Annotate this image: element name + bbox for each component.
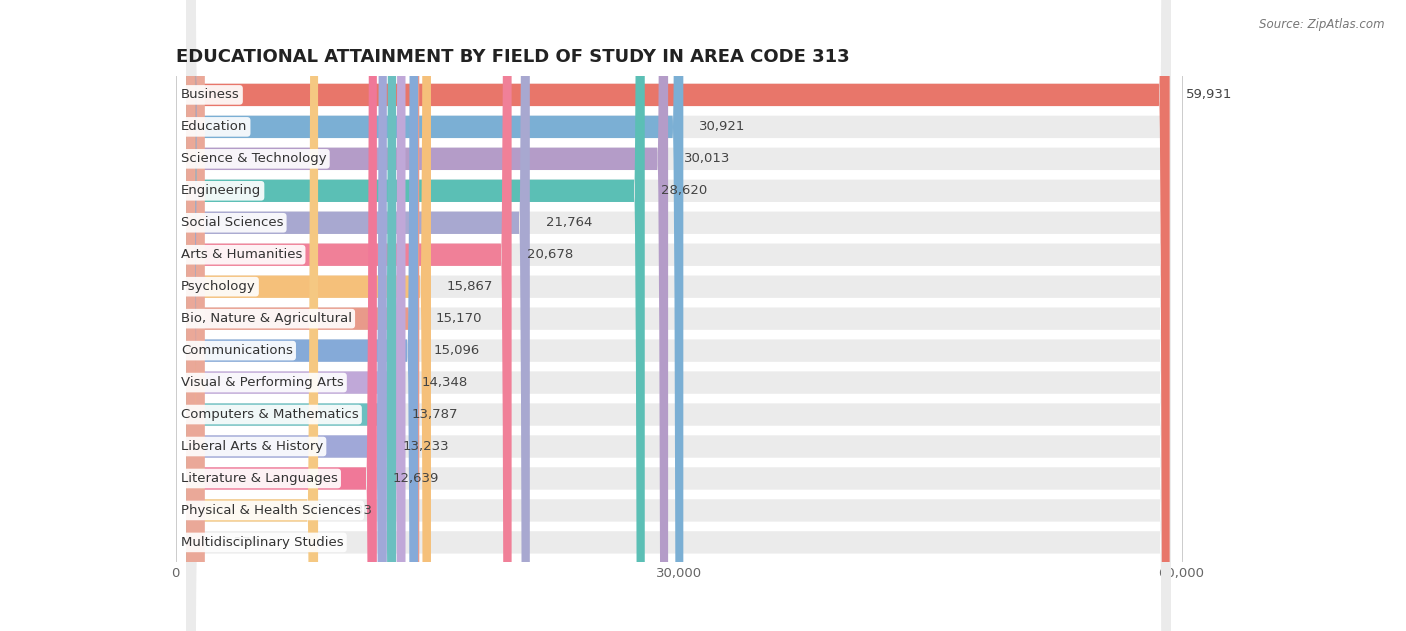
FancyBboxPatch shape [187, 0, 1171, 631]
FancyBboxPatch shape [187, 0, 645, 631]
FancyBboxPatch shape [187, 0, 396, 631]
FancyBboxPatch shape [187, 0, 512, 631]
FancyBboxPatch shape [187, 0, 418, 631]
FancyBboxPatch shape [187, 0, 419, 631]
Text: Social Sciences: Social Sciences [181, 216, 283, 229]
FancyBboxPatch shape [187, 0, 1171, 631]
FancyBboxPatch shape [187, 0, 530, 631]
FancyBboxPatch shape [187, 0, 1171, 631]
FancyBboxPatch shape [187, 0, 668, 631]
FancyBboxPatch shape [187, 0, 1171, 631]
Text: 14,348: 14,348 [422, 376, 468, 389]
FancyBboxPatch shape [187, 0, 405, 631]
Text: EDUCATIONAL ATTAINMENT BY FIELD OF STUDY IN AREA CODE 313: EDUCATIONAL ATTAINMENT BY FIELD OF STUDY… [176, 48, 849, 66]
FancyBboxPatch shape [187, 0, 432, 631]
FancyBboxPatch shape [187, 0, 205, 631]
Text: Source: ZipAtlas.com: Source: ZipAtlas.com [1260, 18, 1385, 31]
FancyBboxPatch shape [187, 0, 1171, 631]
Text: 30,013: 30,013 [683, 152, 730, 165]
Text: 15,096: 15,096 [434, 344, 479, 357]
FancyBboxPatch shape [187, 0, 1171, 631]
FancyBboxPatch shape [187, 0, 1170, 631]
Text: Multidisciplinary Studies: Multidisciplinary Studies [181, 536, 343, 549]
FancyBboxPatch shape [187, 0, 1171, 631]
FancyBboxPatch shape [187, 0, 387, 631]
Text: Computers & Mathematics: Computers & Mathematics [181, 408, 359, 421]
Text: 30,921: 30,921 [699, 121, 745, 133]
Text: Business: Business [181, 88, 239, 102]
Text: Science & Technology: Science & Technology [181, 152, 326, 165]
Text: 21,764: 21,764 [546, 216, 592, 229]
FancyBboxPatch shape [187, 0, 1171, 631]
FancyBboxPatch shape [187, 0, 1171, 631]
Text: Literature & Languages: Literature & Languages [181, 472, 337, 485]
Text: Visual & Performing Arts: Visual & Performing Arts [181, 376, 343, 389]
Text: 20,678: 20,678 [527, 248, 574, 261]
Text: Physical & Health Sciences: Physical & Health Sciences [181, 504, 361, 517]
FancyBboxPatch shape [187, 0, 377, 631]
FancyBboxPatch shape [187, 0, 318, 631]
Text: 15,170: 15,170 [434, 312, 482, 325]
FancyBboxPatch shape [187, 0, 1171, 631]
Text: Engineering: Engineering [181, 184, 262, 198]
Text: Psychology: Psychology [181, 280, 256, 293]
Text: 13,233: 13,233 [402, 440, 450, 453]
Text: 15,867: 15,867 [447, 280, 494, 293]
Text: 9,133: 9,133 [333, 504, 371, 517]
Text: 13,787: 13,787 [412, 408, 458, 421]
FancyBboxPatch shape [187, 0, 1171, 631]
Text: Education: Education [181, 121, 247, 133]
FancyBboxPatch shape [187, 0, 1171, 631]
FancyBboxPatch shape [187, 0, 1171, 631]
Text: 59,931: 59,931 [1185, 88, 1232, 102]
Text: 12,639: 12,639 [392, 472, 439, 485]
Text: Bio, Nature & Agricultural: Bio, Nature & Agricultural [181, 312, 352, 325]
Text: 28,620: 28,620 [661, 184, 707, 198]
FancyBboxPatch shape [187, 0, 683, 631]
Text: Communications: Communications [181, 344, 292, 357]
FancyBboxPatch shape [187, 0, 1171, 631]
Text: 2,378: 2,378 [221, 536, 259, 549]
Text: Liberal Arts & History: Liberal Arts & History [181, 440, 323, 453]
FancyBboxPatch shape [187, 0, 1171, 631]
Text: Arts & Humanities: Arts & Humanities [181, 248, 302, 261]
